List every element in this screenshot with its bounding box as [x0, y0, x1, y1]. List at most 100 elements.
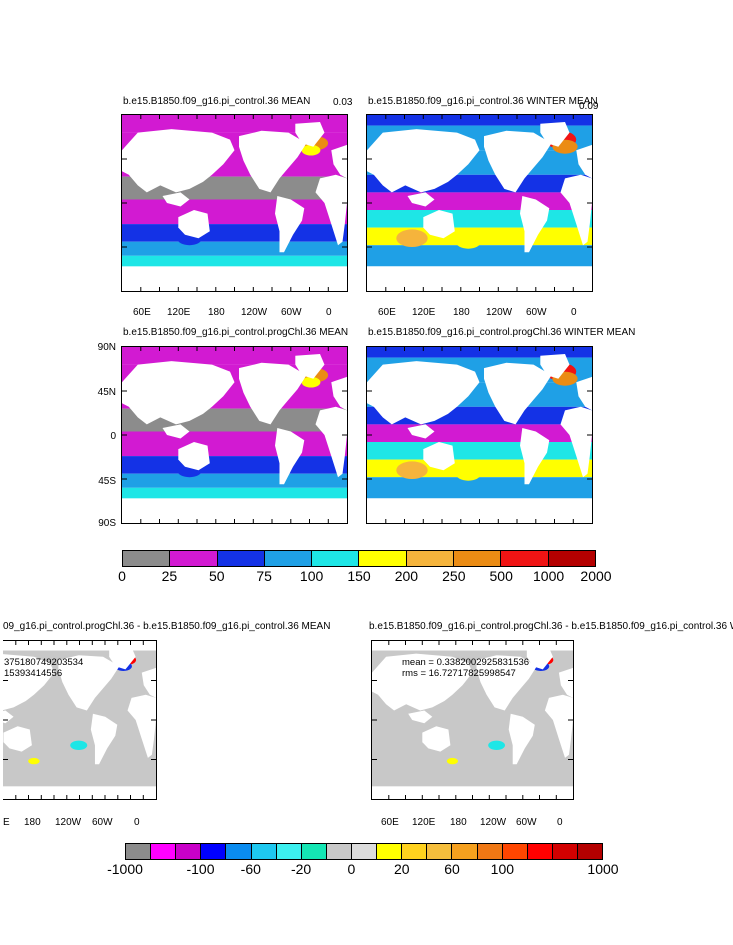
ocean-band [372, 641, 573, 651]
panel-3-map-svg [367, 347, 592, 523]
legend-swatch [351, 844, 378, 859]
land-australia [423, 442, 455, 471]
panel-0-xtick: 120E [167, 307, 191, 318]
land-greenland [540, 354, 570, 379]
value-patch [396, 461, 428, 479]
land-samerica [275, 428, 305, 485]
land-europe [141, 667, 156, 698]
value-patch [396, 229, 428, 247]
legend-label: 100 [490, 861, 515, 877]
value-patch [70, 740, 88, 750]
land-samerica [508, 713, 535, 765]
panel-1-xtick: 0 [571, 307, 577, 318]
ocean-band [367, 347, 592, 358]
panel-0-map-svg [122, 115, 347, 291]
panel-5-xtick: 120W [480, 817, 507, 828]
value-patch [446, 757, 458, 765]
panel-4-xtick: 0 [134, 817, 140, 828]
panel-4-stat-rms: 15393414556 [4, 668, 63, 679]
panel-1-map [366, 114, 593, 292]
panel-3-map [366, 346, 593, 524]
legend-swatch [312, 551, 360, 566]
legend-swatch [123, 551, 171, 566]
panel-1-map-svg [367, 115, 592, 291]
panel-2-ytick: 90S [98, 518, 116, 529]
legend-swatch [359, 551, 407, 566]
panel-4-map-svg [3, 641, 156, 799]
ocean-band [367, 266, 592, 291]
legend-swatch [151, 844, 177, 859]
value-patch [488, 740, 505, 750]
legend-label: 50 [209, 568, 225, 584]
land-europe [331, 144, 347, 179]
legend-label: 1000 [587, 861, 619, 877]
panel-4-xtick: E [3, 817, 10, 828]
legend-swatch [276, 844, 302, 859]
panel-4-title: 09_g16.pi_control.progChl.36 - b.e15.B18… [3, 621, 331, 632]
panel-0-xtick: 120W [241, 307, 268, 318]
panel-0-corner-value: 0.03 [333, 97, 353, 108]
panel-2-ytick: 90N [97, 342, 116, 353]
land-europe [576, 376, 592, 411]
legend-label: 75 [256, 568, 272, 584]
land-maritime [407, 424, 435, 439]
panel-2-map [121, 346, 348, 524]
land-greenland [295, 122, 325, 147]
land-australia [178, 210, 210, 239]
panel-1-corner-value: 0.09 [579, 101, 599, 112]
legend-swatch [527, 844, 553, 859]
legend-swatch [452, 844, 478, 859]
legend-swatch [217, 551, 265, 566]
ocean-band [122, 115, 347, 133]
panel-2-ytick: 45N [97, 387, 116, 398]
ocean-band [367, 477, 592, 499]
panel-2-ytick: 45S [98, 476, 116, 487]
value-patch [455, 466, 481, 481]
panel-5-map-svg [372, 641, 573, 799]
panel-1-xtick: 60W [526, 307, 547, 318]
panel-5-stat-rms: rms = 16.72717825998547 [402, 668, 516, 679]
legend-swatch [176, 844, 202, 859]
legend-label: 100 [299, 568, 324, 584]
land-namerica [58, 655, 120, 711]
legend-swatch [548, 551, 595, 566]
land-greenland [295, 354, 325, 379]
ocean-band [122, 241, 347, 256]
land-namerica [239, 362, 307, 425]
legend-swatch [377, 844, 403, 859]
ocean-band [122, 431, 347, 457]
value-patch [301, 144, 321, 156]
panel-1-title: b.e15.B1850.f09_g16.pi_control.36 WINTER… [368, 96, 598, 107]
panel-4-xtick: 120W [55, 817, 82, 828]
legend-label: 500 [489, 568, 513, 584]
panel-1-xtick: 120W [486, 307, 513, 318]
land-samerica [90, 713, 118, 765]
panel-5-xtick: 60W [516, 817, 537, 828]
panel-4-xtick: 60W [92, 817, 113, 828]
land-europe [558, 667, 573, 698]
ocean-band [122, 199, 347, 225]
land-namerica [484, 130, 552, 193]
legend-swatch [577, 844, 603, 859]
panel-1-xtick: 60E [378, 307, 396, 318]
ocean-band [122, 456, 347, 474]
land-greenland [540, 122, 570, 147]
panel-0-xtick: 180 [208, 307, 225, 318]
legend-swatch [301, 844, 327, 859]
land-namerica [476, 655, 537, 711]
panel-5-xtick: 0 [557, 817, 563, 828]
legend-swatch [201, 844, 227, 859]
panel-2-title: b.e15.B1850.f09_g16.pi_control.progChl.3… [123, 327, 349, 338]
ocean-band [367, 245, 592, 267]
legend-swatch [251, 844, 277, 859]
land-samerica [520, 428, 550, 485]
land-greenland [526, 647, 553, 670]
panel-0-xtick: 0 [326, 307, 332, 318]
land-australia [178, 442, 210, 471]
value-patch [301, 376, 321, 388]
land-eurasia [122, 129, 235, 193]
ocean-band [122, 224, 347, 242]
ocean-band [122, 498, 347, 523]
land-europe [331, 376, 347, 411]
ocean-band [367, 442, 592, 460]
